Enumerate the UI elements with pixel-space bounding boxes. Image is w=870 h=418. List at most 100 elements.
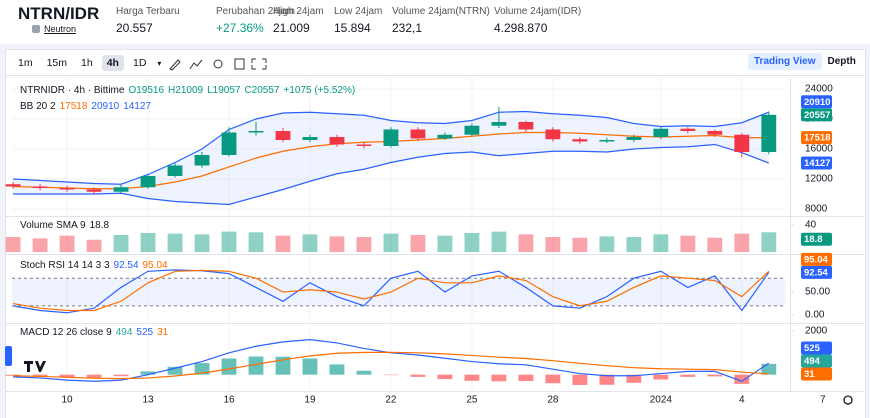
price-badge <box>801 156 832 170</box>
candle-body <box>572 139 588 142</box>
icons <box>169 58 267 71</box>
stat-value: 15.894 <box>334 21 371 35</box>
view-tab[interactable]: Depth <box>827 56 856 67</box>
candle-body <box>5 184 21 187</box>
indicator-value: 95.04 <box>142 260 168 271</box>
histogram-bar <box>437 374 453 380</box>
candle-body <box>86 189 102 192</box>
price-legend: NTRNIDR · 4h · Bittime O19516 H21009 L19057… <box>20 85 359 96</box>
candle-body <box>599 139 615 142</box>
histogram-bar <box>32 374 48 377</box>
stat-value: 232,1 <box>392 21 423 35</box>
price-badge <box>801 232 832 246</box>
coin-icon <box>32 25 40 33</box>
y-tick-label: 16000 <box>805 144 833 155</box>
x-tick-label: 16 <box>223 395 235 406</box>
stat-value: +27.36% <box>216 21 264 35</box>
price-badge <box>801 95 832 109</box>
draw-icon[interactable] <box>169 59 181 71</box>
price-badge-label: 494 <box>804 356 821 367</box>
candle-body <box>653 128 669 137</box>
indicator-value: 525 <box>136 327 154 338</box>
volume-bar <box>194 234 210 252</box>
histogram-bar <box>572 374 588 385</box>
volume-bar <box>761 232 777 252</box>
indicator-line <box>12 269 770 312</box>
indicator-line <box>12 269 770 314</box>
histogram-bar <box>734 374 750 384</box>
volume-bar <box>167 233 183 252</box>
stat-value: 20.557 <box>116 21 153 35</box>
histogram-bar <box>5 374 21 376</box>
interval-button[interactable]: 4h <box>101 55 124 71</box>
ohlc-value: L19057 <box>207 85 241 96</box>
settings-icon[interactable] <box>213 59 223 69</box>
volume-bar <box>275 235 291 252</box>
stat-label: Volume 24jam(IDR) <box>494 6 582 17</box>
symbol-title: NTRNIDR · 4h · Bittime <box>20 85 125 96</box>
indicator-name: MACD 12 26 close 9 <box>20 327 112 338</box>
coin-link[interactable]: Neutron <box>32 24 76 34</box>
ohlc-value: +1075 (+5.52%) <box>283 85 356 96</box>
view-tab[interactable]: Trading View <box>748 53 822 70</box>
coin-name: Neutron <box>44 24 77 34</box>
stat-label: Perubahan 24jam <box>216 6 295 17</box>
ohlc-value: H21009 <box>168 85 204 96</box>
volume-bar <box>59 235 75 252</box>
histogram-bar <box>329 364 345 375</box>
candle-body <box>545 129 561 140</box>
interval-button[interactable]: 1h <box>81 57 93 69</box>
volume-bar <box>707 237 723 252</box>
candle-body <box>761 114 777 152</box>
interval-button[interactable]: 1m <box>18 57 33 69</box>
histogram-bar <box>491 374 507 382</box>
volume-bar <box>518 234 534 252</box>
indicator-name: Stoch RSI 14 14 3 3 <box>20 260 110 271</box>
indicator-value: 14127 <box>123 101 152 112</box>
volume-bar <box>410 235 426 252</box>
macd-legend: MACD 12 26 close 9 494 525 31 <box>20 327 172 338</box>
price-badge-label: 20910 <box>804 97 830 108</box>
histogram-bar <box>167 366 183 375</box>
fullscreen-icon[interactable] <box>251 58 267 70</box>
stat-value: 4.298.870 <box>494 21 548 35</box>
stoch-legend: Stoch RSI 14 14 3 3 92.54 95.04 <box>20 260 172 271</box>
save-icon[interactable] <box>234 58 245 70</box>
candle-body <box>32 186 48 188</box>
price-badge <box>801 108 832 122</box>
volume-bar <box>221 231 237 252</box>
stat: Perubahan 24jam +27.36% <box>216 6 295 35</box>
price-badge <box>801 341 832 355</box>
y-tick-label: 8000 <box>805 204 828 215</box>
price-badge <box>801 131 832 145</box>
candle-body <box>59 187 75 190</box>
candle-body <box>626 136 642 140</box>
volume-bar <box>626 237 642 252</box>
stat: Harga Terbaru 20.557 <box>116 6 180 35</box>
x-tick-label: 2024 <box>650 395 673 406</box>
interval-dropdown[interactable]: ▾ <box>157 58 162 68</box>
stat-value: 21.009 <box>273 21 310 35</box>
candle-body <box>302 136 318 140</box>
stat: Volume 24jam(IDR) 4.298.870 <box>494 6 581 35</box>
candle-body <box>329 136 345 145</box>
indicator-icon[interactable] <box>189 59 203 70</box>
histogram-bar <box>680 374 696 377</box>
indicator-line <box>13 143 770 206</box>
x-tick-label: 22 <box>385 395 397 406</box>
volume-bar <box>86 239 102 252</box>
band-fill <box>13 111 769 205</box>
interval-button[interactable]: 15m <box>46 57 68 69</box>
candle-body <box>275 130 291 140</box>
histogram-bar <box>356 370 372 375</box>
tool-icons <box>168 57 268 76</box>
settings-gear[interactable] <box>843 395 853 405</box>
candle-body <box>410 129 426 139</box>
y-tick-label: 2000 <box>805 326 828 337</box>
volume-bar <box>491 231 507 252</box>
interval-button[interactable]: 1D <box>132 57 147 69</box>
ohlc-value: C20557 <box>244 85 280 96</box>
indicator-value: 92.54 <box>113 260 139 271</box>
candle-body <box>167 165 183 176</box>
indicator-value: 20910 <box>91 101 120 112</box>
